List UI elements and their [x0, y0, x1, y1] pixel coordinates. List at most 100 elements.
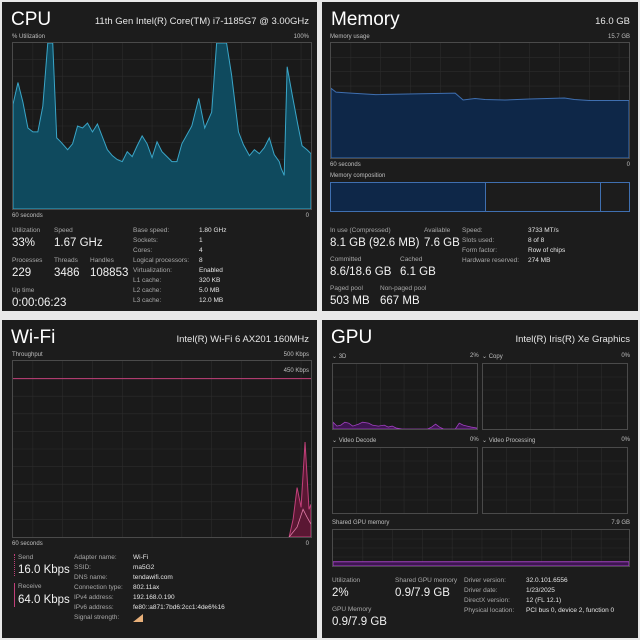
engine-copy-selector[interactable]: ⌄ Copy [482, 354, 503, 360]
memory-paged-label: Paged pool [330, 285, 363, 292]
engine-copy-graph [482, 363, 628, 430]
wifi-detail-value: 192.168.0.190 [133, 594, 175, 601]
send-indicator [14, 554, 15, 576]
wifi-send-label: Send [18, 554, 34, 561]
gpu-model: Intel(R) Iris(R) Xe Graphics [515, 334, 630, 345]
cpu-detail-value: 5.0 MB [199, 287, 220, 294]
memory-nonpaged-value: 667 MB [380, 295, 420, 307]
memory-usage-graph [330, 42, 630, 159]
engine-3d-graph [332, 363, 478, 430]
wifi-throughput-graph [12, 360, 312, 538]
memory-cached-label: Cached [400, 256, 423, 263]
signal-strength-icon [133, 614, 143, 622]
gpu-panel: GPU Intel(R) Iris(R) Xe Graphics ⌄ 3D 2%… [322, 320, 638, 638]
engine-copy-name: Copy [488, 354, 503, 360]
cpu-processes-value: 229 [12, 267, 32, 279]
cpu-title: CPU [11, 9, 52, 30]
cpu-detail-key: L2 cache: [133, 287, 162, 294]
memory-composition-bar [330, 182, 630, 212]
cpu-threads-label: Threads [54, 257, 78, 264]
wifi-graph-ref: 450 Kbps [283, 368, 309, 374]
cpu-processes-label: Processes [12, 257, 43, 264]
cpu-handles-value: 108853 [90, 267, 129, 279]
memory-graph-max: 15.7 GB [607, 34, 630, 40]
engine-video-decode-name: Video Decode [338, 438, 377, 444]
cpu-uptime-value: 0:00:06:23 [12, 297, 67, 309]
gpu-detail-key: DirectX version: [464, 597, 510, 604]
engine-video-decode-graph [332, 447, 478, 514]
cpu-detail-key: Cores: [133, 247, 153, 254]
cpu-graph-max: 100% [293, 34, 309, 40]
wifi-detail-value: Wi-Fi [133, 554, 149, 561]
engine-3d-selector[interactable]: ⌄ 3D [332, 354, 347, 360]
wifi-detail-key: SSID: [74, 564, 91, 571]
cpu-detail-key: L3 cache: [133, 297, 162, 304]
wifi-detail-key: DNS name: [74, 574, 108, 581]
shared-gpu-memory-graph [332, 529, 630, 567]
cpu-detail-value: 4 [199, 247, 203, 254]
cpu-graph-label: % Utilization [12, 34, 46, 40]
engine-video-decode-pct: 0% [470, 437, 479, 443]
engine-3d-name: 3D [338, 354, 347, 360]
memory-composition-label: Memory composition [330, 173, 386, 179]
cpu-detail-key: Logical processors: [133, 257, 189, 264]
memory-detail-key: Speed: [462, 227, 483, 234]
wifi-detail-key: Adapter name: [74, 554, 117, 561]
gpu-shared-label: Shared GPU memory [395, 577, 458, 584]
engine-video-processing-selector[interactable]: ⌄ Video Processing [482, 438, 536, 444]
wifi-title: Wi-Fi [11, 327, 56, 348]
gpu-detail-value: PCI bus 0, device 2, function 0 [526, 607, 615, 614]
memory-time-right: 0 [626, 162, 630, 168]
cpu-detail-value: 1.80 GHz [199, 227, 227, 234]
cpu-detail-value: 8 [199, 257, 203, 264]
gpu-shared-value: 0.9/7.9 GB [395, 587, 450, 599]
cpu-time-left: 60 seconds [12, 213, 43, 219]
cpu-panel: CPU 11th Gen Intel(R) Core(TM) i7-1185G7… [2, 2, 317, 311]
engine-video-processing-graph [482, 447, 628, 514]
memory-standby-divider [600, 183, 601, 211]
cpu-utilization-graph [12, 42, 312, 210]
memory-detail-value: 8 of 8 [528, 237, 545, 244]
memory-time-left: 60 seconds [330, 162, 361, 168]
wifi-send-value: 16.0 Kbps [18, 564, 70, 576]
gpu-detail-key: Driver date: [464, 587, 498, 594]
cpu-threads-value: 3486 [54, 267, 80, 279]
cpu-detail-value: 320 KB [199, 277, 221, 284]
gpu-detail-key: Physical location: [464, 607, 515, 614]
wifi-detail-value: fe80::a871:7bd6:2cc1:4de6%16 [133, 604, 225, 611]
cpu-detail-key: Virtualization: [133, 267, 172, 274]
memory-nonpaged-label: Non-paged pool [380, 285, 427, 292]
memory-committed-label: Committed [330, 256, 362, 263]
gpu-detail-value: 12 (FL 12.1) [526, 597, 562, 604]
memory-total: 16.0 GB [595, 16, 630, 27]
gpu-title: GPU [331, 327, 373, 348]
cpu-speed-label: Speed [54, 227, 73, 234]
memory-cached-value: 6.1 GB [400, 266, 436, 278]
wifi-panel: Wi-Fi Intel(R) Wi-Fi 6 AX201 160MHz Thro… [2, 320, 317, 638]
wifi-graph-label: Throughput [12, 352, 43, 358]
memory-title: Memory [331, 9, 400, 30]
cpu-detail-value: 12.0 MB [199, 297, 224, 304]
cpu-uptime-label: Up time [12, 287, 35, 294]
gpu-detail-value: 1/23/2025 [526, 587, 555, 594]
gpu-memory-label: GPU Memory [332, 606, 372, 613]
cpu-detail-key: Sockets: [133, 237, 158, 244]
memory-detail-key: Hardware reserved: [462, 257, 520, 264]
cpu-detail-key: L1 cache: [133, 277, 162, 284]
memory-panel: Memory 16.0 GB Memory usage 15.7 GB 60 s… [322, 2, 638, 311]
engine-video-decode-selector[interactable]: ⌄ Video Decode [332, 438, 377, 444]
gpu-memory-value: 0.9/7.9 GB [332, 616, 387, 628]
wifi-detail-value: 802.11ax [133, 584, 160, 591]
memory-detail-value: 3733 MT/s [528, 227, 559, 234]
cpu-detail-value: Enabled [199, 267, 223, 274]
wifi-adapter: Intel(R) Wi-Fi 6 AX201 160MHz [176, 334, 309, 345]
wifi-detail-value: ma5G2 [133, 564, 155, 571]
wifi-detail-key: IPv4 address: [74, 594, 114, 601]
gpu-utilization-label: Utilization [332, 577, 361, 584]
cpu-detail-value: 1 [199, 237, 203, 244]
engine-video-processing-pct: 0% [621, 437, 630, 443]
cpu-time-right: 0 [305, 213, 309, 219]
wifi-detail-key: IPv6 address: [74, 604, 114, 611]
cpu-detail-key: Base speed: [133, 227, 170, 234]
wifi-receive-label: Receive [18, 583, 42, 590]
